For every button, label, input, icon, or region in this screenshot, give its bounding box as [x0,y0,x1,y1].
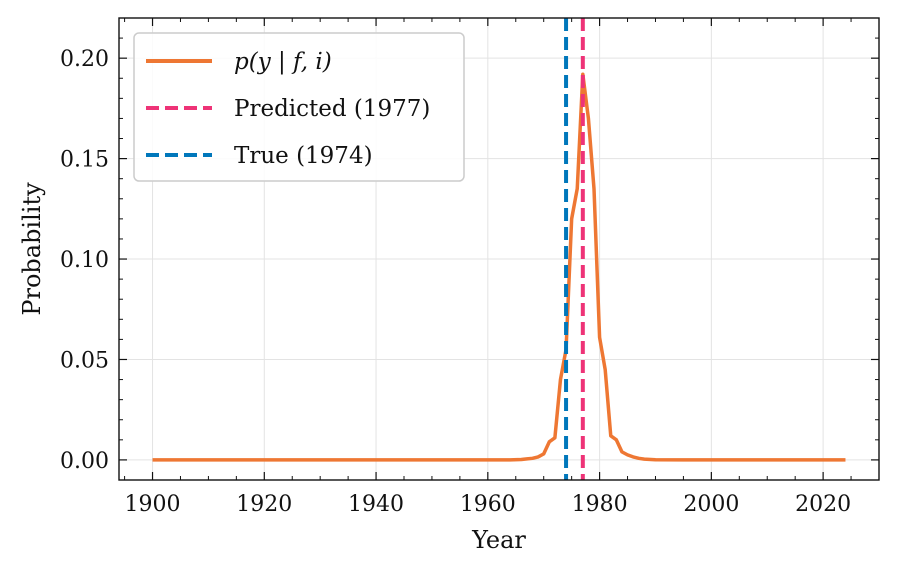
y-axis-label: Probability [18,182,46,316]
plot-frame [118,17,880,481]
x-tick-label: 2000 [683,492,739,517]
axes-frame [118,17,880,481]
y-tick-label: 0.00 [60,449,109,474]
y-tick-label: 0.15 [60,148,109,173]
x-tick-label: 1900 [125,492,181,517]
y-tick-label: 0.05 [60,348,109,373]
x-tick-label: 1980 [572,492,628,517]
y-tick-label: 0.20 [60,47,109,72]
y-tick-label: 0.10 [60,248,109,273]
x-tick-label: 1920 [236,492,292,517]
legend-label-0: p(y | f, i) [234,49,332,75]
ticks: 1900 1920 1940 1960 1980 2000 2020 0.00 0.05 0.10… [60,17,880,517]
x-tick-label: 1940 [348,492,404,517]
legend: p(y | f, i) Predicted (1977) True (1974) [133,32,465,182]
legend-label-1: Predicted (1977) [234,96,430,122]
series-layer [152,18,846,480]
series-line-0 [152,72,846,462]
legend-box [133,32,465,182]
x-axis-label: Year [471,526,526,554]
x-tick-label: 1960 [460,492,516,517]
legend-label-2: True (1974) [234,143,373,169]
x-tick-label: 2020 [795,492,851,517]
